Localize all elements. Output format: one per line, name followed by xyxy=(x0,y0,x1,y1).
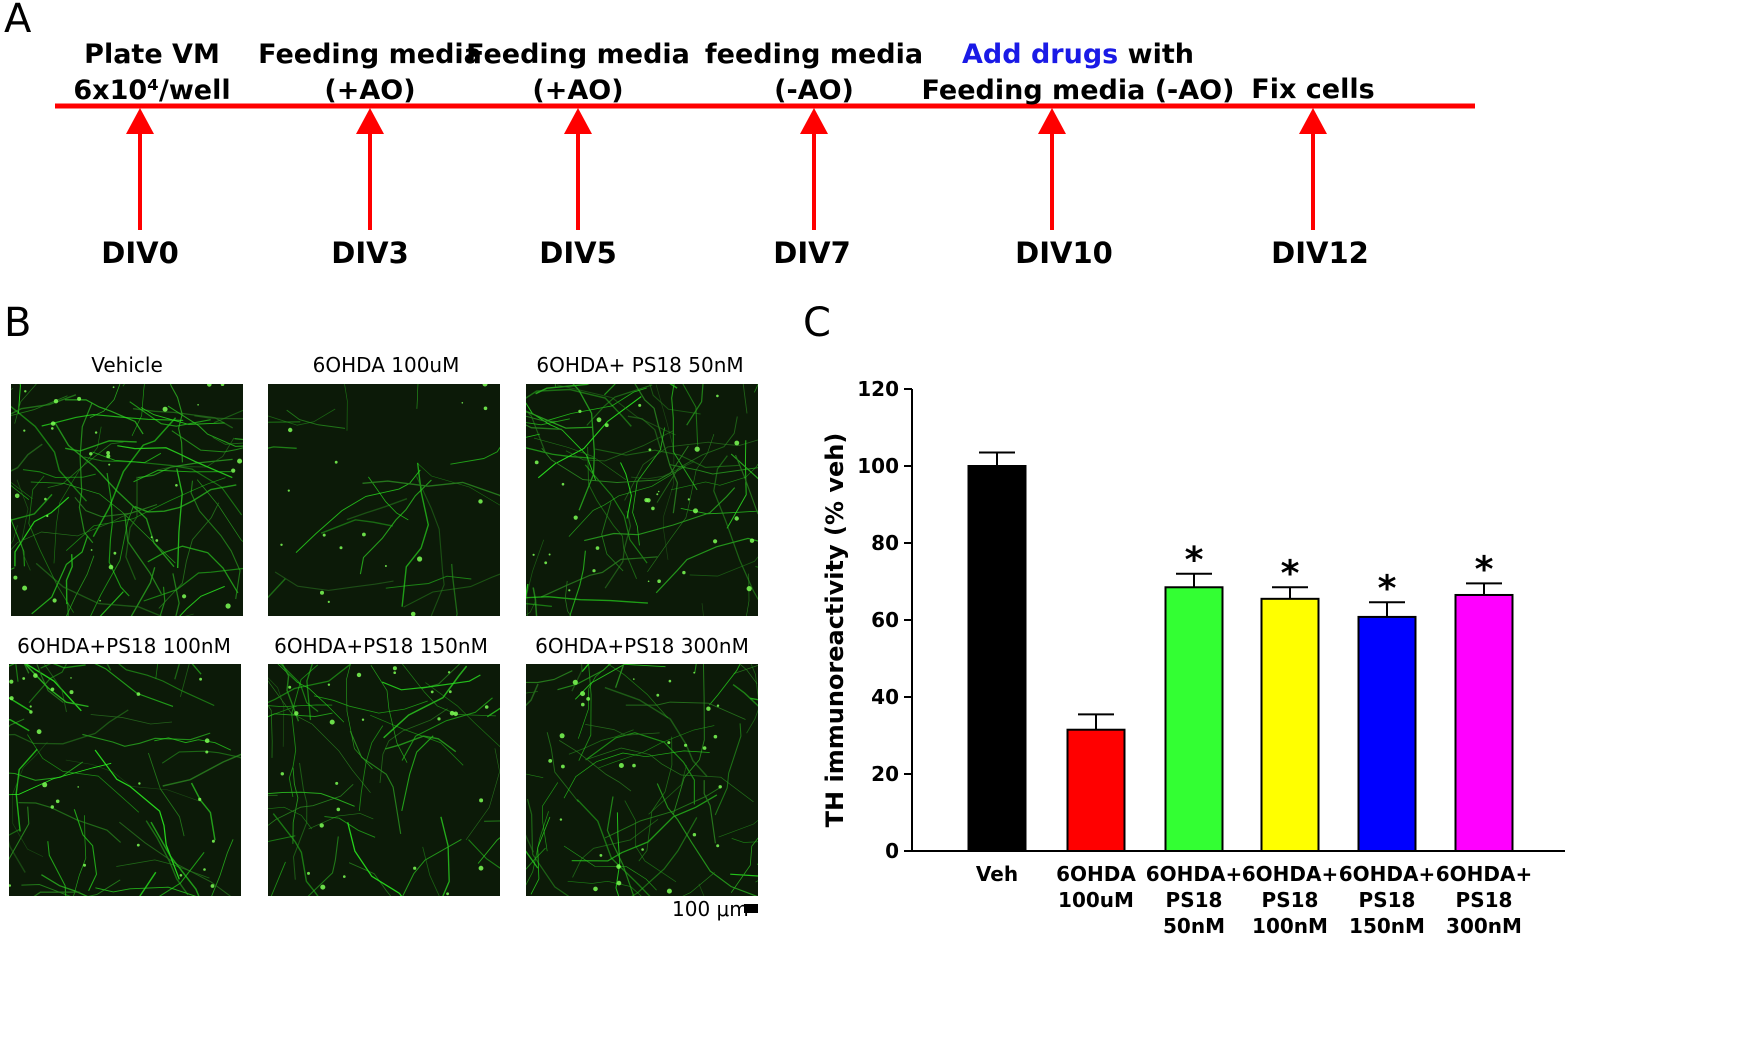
bar xyxy=(1454,593,1514,852)
panel-a-letter: A xyxy=(4,0,32,42)
x-tick-label: 6OHDA+ xyxy=(1436,862,1533,886)
x-tick-label: PS18 xyxy=(1262,888,1319,912)
x-tick-label: PS18 xyxy=(1456,888,1513,912)
micrograph-title: 6OHDA+PS18 300nM xyxy=(535,634,749,658)
x-tick-label: Veh xyxy=(976,862,1018,886)
micrograph-title: 6OHDA 100uM xyxy=(312,353,460,377)
bar xyxy=(1164,586,1224,852)
scale-bar xyxy=(744,904,758,913)
micrograph-image xyxy=(11,384,243,616)
scale-bar-label: 100 μm xyxy=(672,897,749,921)
timeline-day-label: DIV12 xyxy=(1271,236,1369,270)
timeline-event-label: Feeding media (+AO) xyxy=(466,37,690,109)
x-tick-label: 6OHDA+ xyxy=(1242,862,1339,886)
timeline-event-line: Feeding media (-AO) xyxy=(921,75,1235,106)
significance-marker: * xyxy=(1281,553,1300,594)
timeline-arrow-head xyxy=(126,108,154,134)
timeline-arrow-head xyxy=(1299,108,1327,134)
panel-c-letter: C xyxy=(803,300,831,346)
x-tick-label: 6OHDA+ xyxy=(1339,862,1436,886)
timeline-day-label: DIV3 xyxy=(331,236,409,270)
timeline-day-label: DIV10 xyxy=(1015,236,1113,270)
bar xyxy=(967,465,1027,852)
timeline-arrow-head xyxy=(564,108,592,134)
y-tick-label: 0 xyxy=(885,839,899,863)
timeline-event-line: (-AO) xyxy=(774,75,854,106)
timeline-event-line: with xyxy=(1118,39,1194,70)
timeline-event-label: feeding media (-AO) xyxy=(705,37,923,109)
x-tick-label: 50nM xyxy=(1163,914,1225,938)
timeline-event-label: Add drugs with Feeding media (-AO) xyxy=(922,37,1235,109)
micrograph-title: 6OHDA+PS18 100nM xyxy=(17,634,231,658)
bar xyxy=(1357,615,1417,852)
significance-marker: * xyxy=(1475,549,1494,590)
micrograph-image xyxy=(268,384,500,616)
timeline-event-line: Plate VM xyxy=(84,39,220,70)
micrograph-image xyxy=(526,384,758,616)
timeline-diagram xyxy=(55,103,1475,230)
timeline-event-label: Plate VM 6x10⁴/well xyxy=(73,37,230,109)
micrograph-image xyxy=(9,664,241,896)
micrograph-title: 6OHDA+ PS18 50nM xyxy=(536,353,744,377)
timeline-event-line: Feeding media xyxy=(466,39,690,70)
bar-chart: 0 20 40 60 80 100 120 TH immunoreactivity (% ve… xyxy=(821,377,1565,938)
y-axis-label: TH immunoreactivity (% veh) xyxy=(821,433,849,828)
y-tick-label: 60 xyxy=(871,608,899,632)
micrograph-title: 6OHDA+PS18 150nM xyxy=(274,634,488,658)
bar xyxy=(1260,597,1320,852)
significance-marker: * xyxy=(1185,540,1204,581)
timeline-day-label: DIV0 xyxy=(101,236,179,270)
timeline-event-label: Feeding media (+AO) xyxy=(258,37,482,109)
timeline-event-line: 6x10⁴/well xyxy=(73,75,231,106)
x-tick-label: 150nM xyxy=(1349,914,1425,938)
timeline-event-label: Fix cells xyxy=(1251,72,1374,108)
panel-b-letter: B xyxy=(4,300,32,346)
micrograph-image xyxy=(526,664,758,896)
timeline-arrow-head xyxy=(800,108,828,134)
micrograph-image xyxy=(268,664,500,896)
timeline-arrow-head xyxy=(356,108,384,134)
y-tick-label: 40 xyxy=(871,685,899,709)
x-tick-label: PS18 xyxy=(1359,888,1416,912)
timeline-arrow-head xyxy=(1038,108,1066,134)
timeline-event-line: (+AO) xyxy=(324,75,416,106)
x-tick-label: 6OHDA xyxy=(1056,862,1136,886)
timeline-event-line: Fix cells xyxy=(1251,74,1375,105)
y-tick-label: 100 xyxy=(857,454,899,478)
timeline-event-accent: Add drugs xyxy=(962,39,1119,70)
y-tick-label: 20 xyxy=(871,762,899,786)
x-tick-label: 100uM xyxy=(1058,888,1134,912)
timeline-day-label: DIV5 xyxy=(539,236,617,270)
y-tick-label: 120 xyxy=(857,377,899,401)
micrograph-title: Vehicle xyxy=(91,353,163,377)
timeline-event-line: (+AO) xyxy=(532,75,624,106)
x-tick-label: 6OHDA+ xyxy=(1146,862,1243,886)
timeline-event-line: Feeding media xyxy=(258,39,482,70)
bar xyxy=(1066,728,1126,853)
x-tick-label: 300nM xyxy=(1446,914,1522,938)
x-tick-label: PS18 xyxy=(1166,888,1223,912)
x-tick-label: 100nM xyxy=(1252,914,1328,938)
timeline-day-label: DIV7 xyxy=(773,236,851,270)
y-tick-label: 80 xyxy=(871,531,899,555)
significance-marker: * xyxy=(1378,568,1397,609)
timeline-event-line: feeding media xyxy=(704,39,924,70)
